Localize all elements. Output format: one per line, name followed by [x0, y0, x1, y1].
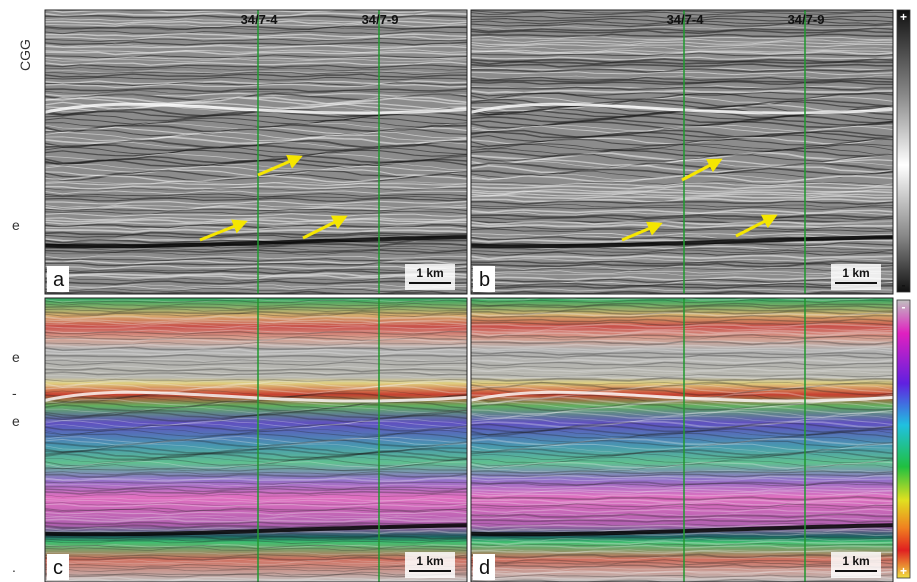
panel: [471, 298, 893, 582]
margin-text: -: [12, 385, 17, 401]
scale-label: 1 km: [842, 266, 869, 280]
watermark: CGG: [17, 39, 33, 71]
margin-text: .: [12, 559, 16, 575]
figure: CGG e e - e. 34/7-4 34/7-9 a 1 km 34/7-4 34/7-9 b 1…: [0, 0, 917, 582]
colorbar-bottom: +: [900, 564, 907, 578]
well-label: 34/7-9: [362, 12, 399, 27]
well-label: 34/7-9: [788, 12, 825, 27]
scale-label: 1 km: [842, 554, 869, 568]
margin-text: e: [12, 413, 20, 429]
colorbar: [897, 10, 910, 292]
colorbar-top: +: [900, 10, 907, 24]
well-label: 34/7-4: [241, 12, 279, 27]
panel-label: c: [53, 557, 63, 579]
panel-label: a: [53, 269, 65, 291]
well-label: 34/7-4: [667, 12, 705, 27]
colorbar-bottom: -: [902, 278, 906, 292]
margin-text: e: [12, 349, 20, 365]
scale-label: 1 km: [416, 554, 443, 568]
margin-text: e: [12, 217, 20, 233]
panel: [45, 9, 467, 294]
colorbar: [897, 300, 910, 578]
panel: [45, 298, 467, 582]
colorbar-top: -: [902, 300, 906, 314]
panel-label: d: [479, 557, 490, 579]
scale-label: 1 km: [416, 266, 443, 280]
panel-label: b: [479, 269, 490, 291]
panel: [471, 10, 893, 294]
